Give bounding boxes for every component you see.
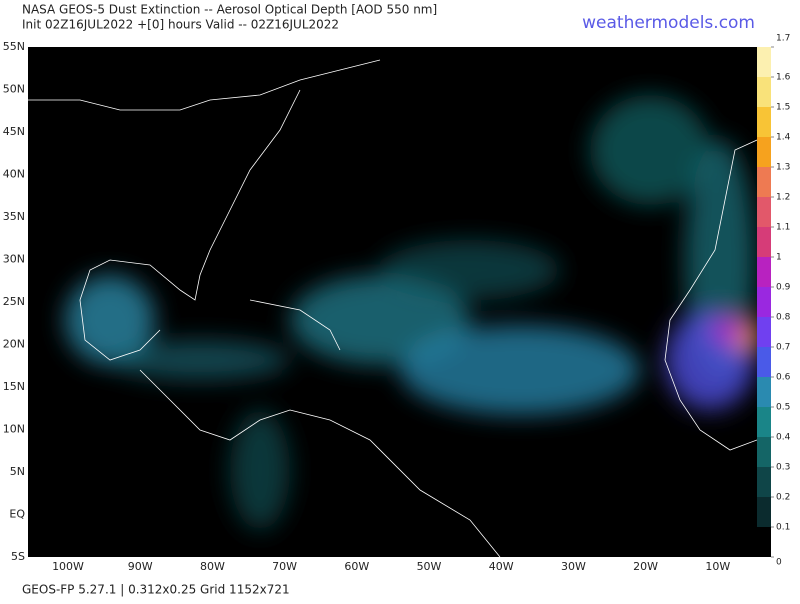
colorbar-segment [757, 137, 771, 167]
footer: GEOS-FP 5.27.1 | 0.312x0.25 Grid 1152x72… [22, 583, 290, 597]
colorbar-segment [757, 377, 771, 407]
colorbar-segment [757, 227, 771, 257]
site-name: weathermodels.com [582, 13, 755, 33]
colorbar-segment [757, 167, 771, 197]
colorbar-segment [757, 47, 771, 77]
colorbar-label: 0.4 [776, 433, 791, 443]
colorbar-segment [757, 497, 771, 527]
lon-label: 10W [705, 560, 730, 573]
colorbar-segment [757, 467, 771, 497]
lat-label: 45N [3, 125, 25, 138]
colorbar-segment [757, 527, 771, 557]
lon-label: 50W [417, 560, 442, 573]
lat-label: 50N [3, 83, 25, 96]
lon-label: 100W [52, 560, 84, 573]
lon-label: 90W [128, 560, 153, 573]
colorbar-label: 1.3 [776, 163, 790, 173]
subtitle: Init 02Z16JUL2022 +[0] hours Valid -- 02… [22, 18, 339, 32]
colorbar-segment [757, 77, 771, 107]
colorbar-label: 1.1 [776, 223, 790, 233]
colorbar-segment [757, 317, 771, 347]
coastlines [28, 59, 757, 557]
lat-label: 35N [3, 210, 25, 223]
lat-label: EQ [9, 508, 25, 521]
lat-label: 30N [3, 253, 25, 266]
lon-label: 40W [489, 560, 514, 573]
title: NASA GEOS-5 Dust Extinction -- Aerosol O… [22, 3, 437, 17]
dust-plume [65, 95, 757, 530]
lat-label: 5S [11, 550, 25, 563]
colorbar-label: 0.9 [776, 283, 791, 293]
colorbar-segment [757, 347, 771, 377]
colorbar-label: 0.8 [776, 313, 791, 323]
lon-label: 30W [561, 560, 586, 573]
lat-label: 10N [3, 423, 25, 436]
colorbar-segment [757, 407, 771, 437]
colorbar-label: 1.5 [776, 103, 790, 113]
lat-label: 55N [3, 40, 25, 53]
colorbar-label: 0.2 [776, 493, 790, 503]
colorbar-label: 1.7 [776, 34, 790, 44]
lon-label: 70W [272, 560, 297, 573]
colorbar-segment [757, 197, 771, 227]
colorbar-label: 0 [776, 558, 782, 568]
colorbar-label: 0.6 [776, 373, 791, 383]
colorbar-label: 1.2 [776, 193, 790, 203]
lat-label: 40N [3, 168, 25, 181]
colorbar-label: 1.4 [776, 133, 791, 143]
colorbar-label: 1 [776, 253, 782, 263]
colorbar-label: 0.1 [776, 523, 790, 533]
colorbar-segment [757, 437, 771, 467]
lat-label: 25N [3, 295, 25, 308]
lat-label: 5N [10, 465, 25, 478]
lon-label: 80W [200, 560, 225, 573]
lon-label: 20W [633, 560, 658, 573]
lat-label: 15N [3, 380, 25, 393]
colorbar-label: 0.7 [776, 343, 790, 353]
lat-label: 20N [3, 338, 25, 351]
colorbar-segment [757, 287, 771, 317]
colorbar-label: 0.5 [776, 403, 790, 413]
colorbar-label: 0.3 [776, 463, 790, 473]
colorbar-label: 1.6 [776, 73, 791, 83]
colorbar-segment [757, 107, 771, 137]
lon-label: 60W [344, 560, 369, 573]
colorbar-segment [757, 257, 771, 287]
